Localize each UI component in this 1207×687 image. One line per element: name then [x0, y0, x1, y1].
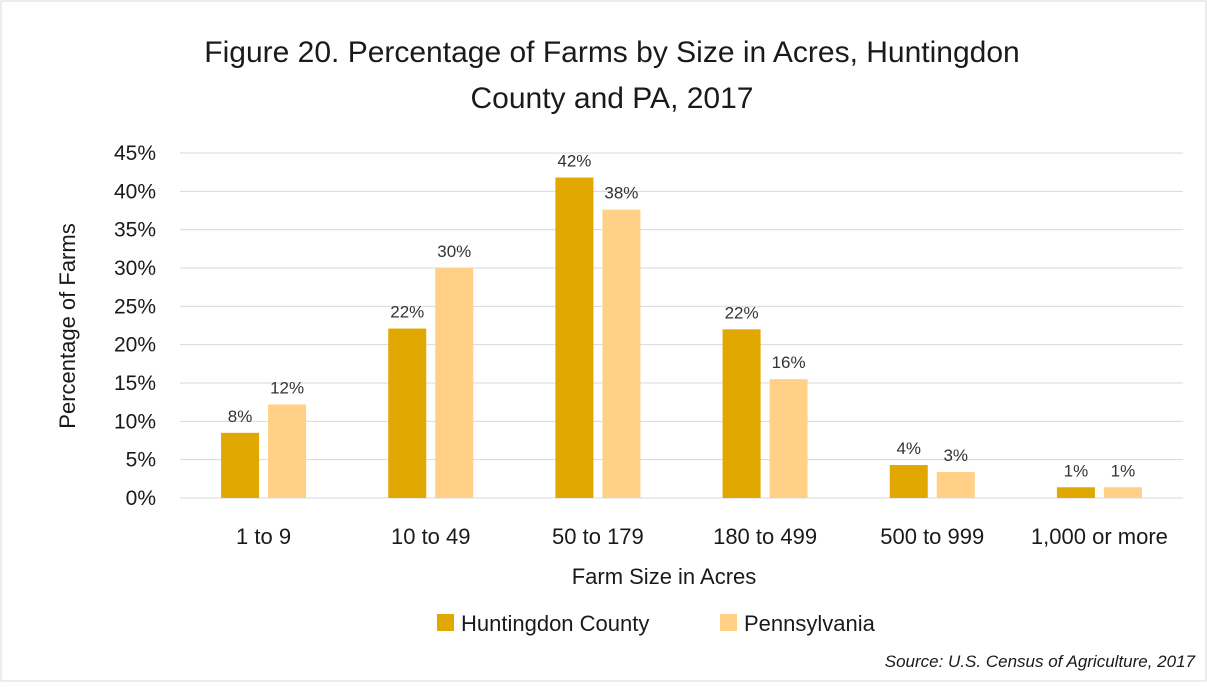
- legend: Huntingdon County Pennsylvania: [437, 611, 876, 636]
- x-tick-label: 50 to 179: [552, 524, 644, 549]
- data-label: 38%: [604, 184, 638, 203]
- data-labels: 8% 12% 22% 30% 42% 38% 22% 16% 4% 3% 1% 1%: [228, 152, 1135, 481]
- y-axis-title: Percentage of Farms: [55, 223, 80, 428]
- bar-huntingdon: [388, 328, 427, 498]
- bars: [221, 177, 1142, 499]
- bar-huntingdon: [722, 329, 761, 498]
- y-tick-label: 15%: [114, 372, 156, 395]
- chart-title-line-1: Figure 20. Percentage of Farms by Size i…: [204, 36, 1019, 69]
- y-tick-label: 30%: [114, 257, 156, 280]
- legend-label-huntingdon-county: Huntingdon County: [461, 611, 649, 636]
- x-tick-label: 180 to 499: [713, 524, 817, 549]
- data-label: 16%: [772, 353, 806, 372]
- data-label: 1%: [1064, 461, 1089, 480]
- bar-pennsylvania: [936, 471, 975, 498]
- gridlines: [180, 152, 1183, 499]
- y-tick-label: 0%: [126, 487, 156, 510]
- bar-huntingdon: [1056, 487, 1095, 498]
- x-tick-label: 1 to 9: [236, 524, 291, 549]
- data-label: 12%: [270, 378, 304, 397]
- data-label: 22%: [725, 303, 759, 322]
- bar-pennsylvania: [435, 268, 474, 498]
- legend-label-pennsylvania: Pennsylvania: [744, 611, 876, 636]
- x-axis-ticks: 1 to 9 10 to 49 50 to 179 180 to 499 500 to …: [236, 524, 1168, 549]
- legend-swatch-pennsylvania: [720, 614, 737, 631]
- bar-pennsylvania: [602, 209, 641, 498]
- x-axis-title: Farm Size in Acres: [572, 564, 757, 589]
- bar-huntingdon: [889, 465, 928, 498]
- chart-title-line-2: County and PA, 2017: [471, 82, 754, 115]
- x-tick-label: 1,000 or more: [1031, 524, 1168, 549]
- y-tick-label: 10%: [114, 410, 156, 433]
- y-tick-label: 35%: [114, 219, 156, 242]
- data-label: 1%: [1111, 461, 1136, 480]
- data-label: 30%: [437, 242, 471, 261]
- y-tick-label: 5%: [126, 449, 156, 472]
- bar-huntingdon: [555, 177, 594, 499]
- data-label: 3%: [943, 446, 968, 465]
- bar-pennsylvania: [1103, 487, 1142, 498]
- data-label: 22%: [390, 303, 424, 322]
- source-note: Source: U.S. Census of Agriculture, 2017: [885, 652, 1196, 671]
- data-label: 4%: [896, 439, 921, 458]
- x-tick-label: 500 to 999: [880, 524, 984, 549]
- data-label: 42%: [557, 152, 591, 171]
- y-tick-label: 25%: [114, 295, 156, 318]
- data-label: 8%: [228, 407, 253, 426]
- bar-huntingdon: [221, 432, 260, 498]
- bar-pennsylvania: [769, 379, 808, 498]
- y-tick-label: 40%: [114, 180, 156, 203]
- y-tick-label: 45%: [114, 142, 156, 165]
- bar-pennsylvania: [268, 404, 307, 498]
- y-axis-ticks: 0% 5% 10% 15% 20% 25% 30% 35% 40% 45%: [114, 142, 156, 510]
- y-tick-label: 20%: [114, 334, 156, 357]
- legend-swatch-huntingdon-county: [437, 614, 454, 631]
- x-tick-label: 10 to 49: [391, 524, 471, 549]
